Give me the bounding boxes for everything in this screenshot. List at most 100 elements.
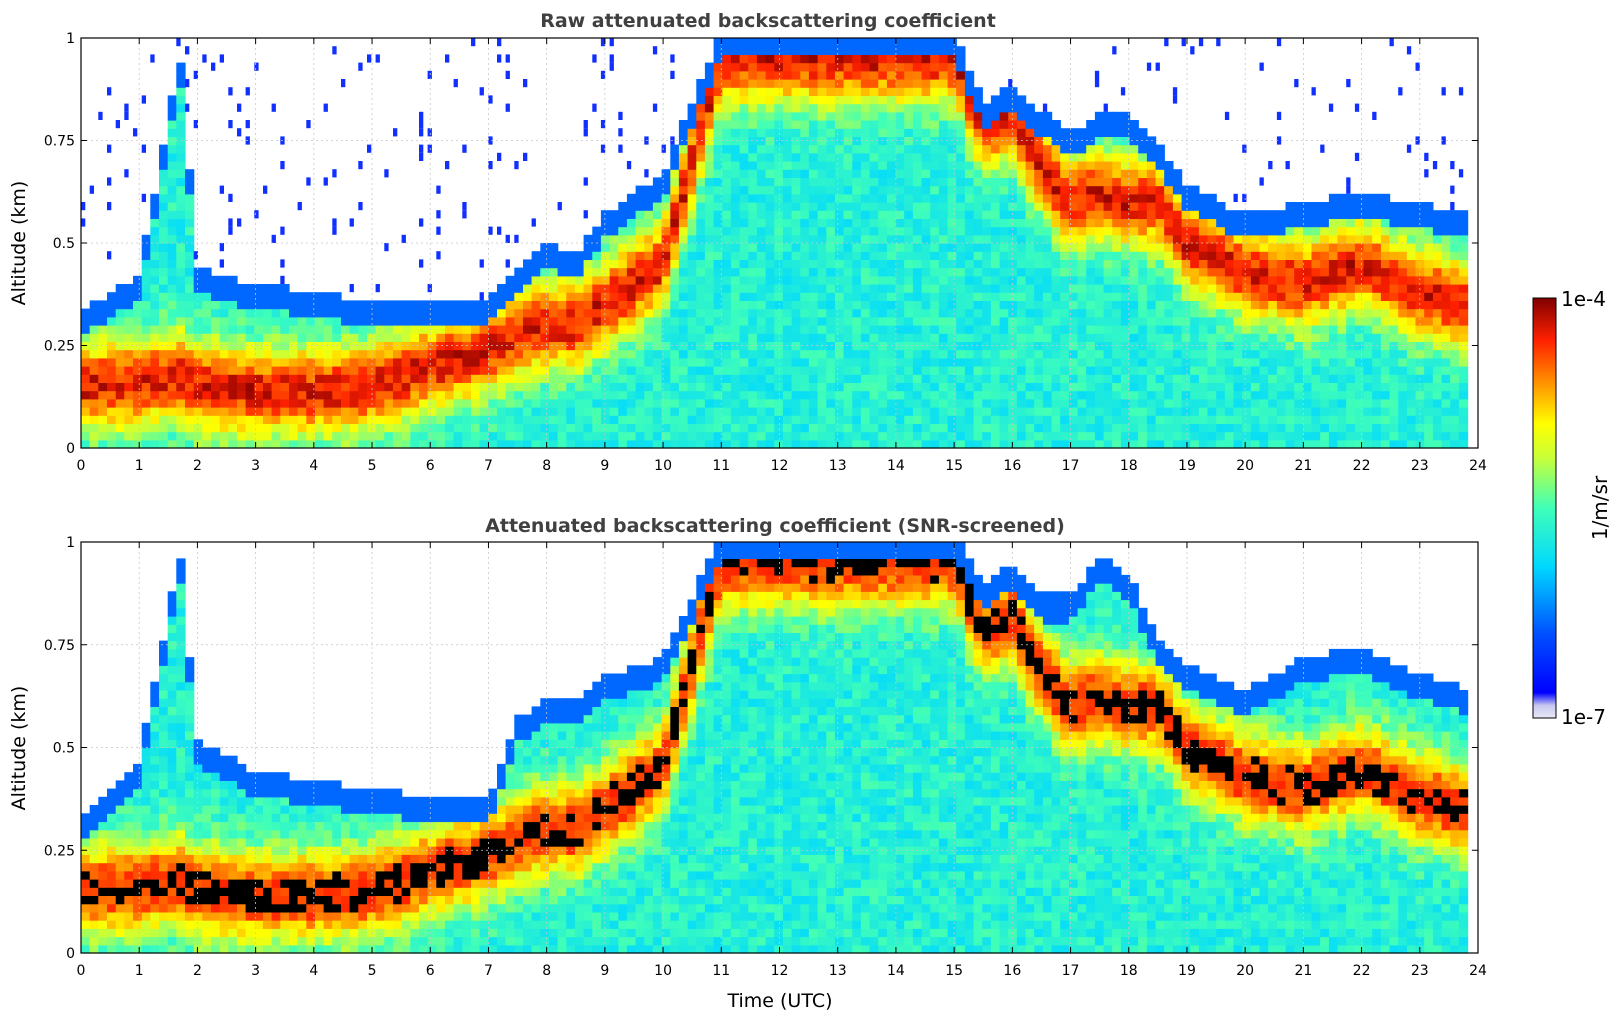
heatmap-cell (1181, 202, 1191, 211)
heatmap-cell (956, 284, 966, 293)
heatmap-cell (791, 161, 801, 170)
heatmap-cell (1077, 398, 1087, 408)
heatmap-cell (964, 177, 975, 187)
heatmap-cell (1138, 316, 1148, 326)
heatmap-cell (384, 357, 394, 367)
heatmap-cell (185, 439, 195, 449)
heatmap-cell (626, 259, 637, 269)
heatmap-cell (237, 218, 242, 227)
heatmap-cell (947, 128, 957, 137)
heatmap-cell (626, 415, 637, 424)
heatmap-cell (800, 193, 810, 203)
heatmap-cell (1207, 292, 1217, 301)
heatmap-cell (219, 300, 229, 310)
heatmap-cell (1242, 390, 1252, 400)
heatmap-cell (912, 325, 923, 334)
heatmap-cell (791, 152, 801, 162)
heatmap-cell (410, 366, 420, 375)
heatmap-cell (973, 218, 983, 228)
heatmap-cell (193, 251, 198, 260)
heatmap-cell (964, 185, 975, 195)
heatmap-cell (1337, 308, 1347, 318)
heatmap-cell (574, 390, 585, 400)
heatmap-cell (1034, 202, 1044, 211)
heatmap-cell (462, 423, 472, 433)
heatmap-cell (1120, 431, 1131, 441)
heatmap-cell (1276, 325, 1287, 334)
heatmap-cell (947, 120, 957, 129)
heatmap-cell (869, 193, 879, 203)
heatmap-cell (609, 349, 619, 359)
heatmap-cell (843, 161, 853, 170)
heatmap-cell (1051, 349, 1061, 359)
heatmap-cell (1068, 415, 1079, 424)
heatmap-cell (817, 267, 827, 277)
heatmap-cell (107, 325, 117, 334)
heatmap-cell (609, 439, 619, 449)
heatmap-cell (219, 308, 229, 318)
heatmap-cell (514, 357, 524, 367)
heatmap-cell (739, 210, 749, 219)
heatmap-cell (245, 407, 255, 416)
heatmap-cell (1224, 243, 1235, 252)
heatmap-cell (999, 267, 1009, 277)
heatmap-cell (1146, 218, 1157, 228)
heatmap-cell (89, 349, 99, 359)
heatmap-cell (869, 259, 879, 269)
heatmap-cell (869, 202, 879, 211)
heatmap-cell (826, 111, 836, 121)
heatmap-cell (956, 439, 966, 449)
heatmap-cell (497, 226, 502, 235)
heatmap-cell (982, 316, 992, 326)
heatmap-cell (687, 423, 697, 433)
heatmap-cell (1094, 161, 1105, 170)
heatmap-cell (1268, 382, 1278, 392)
heatmap-cell (912, 79, 923, 88)
heatmap-cell (869, 128, 879, 137)
heatmap-cell (661, 251, 671, 260)
heatmap-cell (687, 382, 697, 392)
heatmap-cell (696, 128, 706, 137)
heatmap-cell (202, 275, 212, 285)
heatmap-cell (167, 284, 177, 293)
heatmap-cell (315, 398, 325, 408)
heatmap-cell (1181, 407, 1191, 416)
heatmap-cell (453, 431, 463, 441)
heatmap-cell (98, 366, 108, 375)
heatmap-cell (1086, 169, 1096, 178)
heatmap-cell (1138, 382, 1148, 392)
heatmap-cell (722, 333, 732, 342)
heatmap-cell (826, 152, 836, 162)
heatmap-cell (384, 300, 394, 310)
heatmap-cell (722, 316, 732, 326)
heatmap-cell (661, 275, 671, 285)
heatmap-cell (791, 79, 801, 88)
heatmap-cell (912, 38, 923, 47)
heatmap-cell (956, 218, 966, 228)
heatmap-cell (661, 234, 671, 244)
heatmap-cell (817, 439, 827, 449)
heatmap-cell (1016, 431, 1027, 441)
heatmap-cell (1016, 292, 1027, 301)
heatmap-cell (1164, 234, 1174, 244)
heatmap-cell (574, 325, 585, 334)
heatmap-cell (982, 267, 992, 277)
heatmap-cell (1016, 152, 1027, 162)
heatmap-cell (1042, 333, 1053, 342)
heatmap-cell (1328, 234, 1339, 244)
heatmap-cell (1207, 284, 1217, 293)
heatmap-cell (401, 407, 411, 416)
heatmap-cell (219, 407, 229, 416)
heatmap-cell (1103, 267, 1113, 277)
heatmap-cell (141, 374, 151, 383)
heatmap-cell (826, 366, 836, 375)
heatmap-cell (1198, 210, 1209, 219)
heatmap-cell (644, 308, 654, 318)
heatmap-cell (1068, 243, 1079, 252)
heatmap-cell (167, 251, 177, 260)
heatmap-cell (652, 382, 663, 392)
heatmap-cell (1042, 226, 1053, 236)
heatmap-cell (713, 275, 723, 285)
heatmap-cell (540, 390, 550, 400)
heatmap-cell (748, 284, 758, 293)
